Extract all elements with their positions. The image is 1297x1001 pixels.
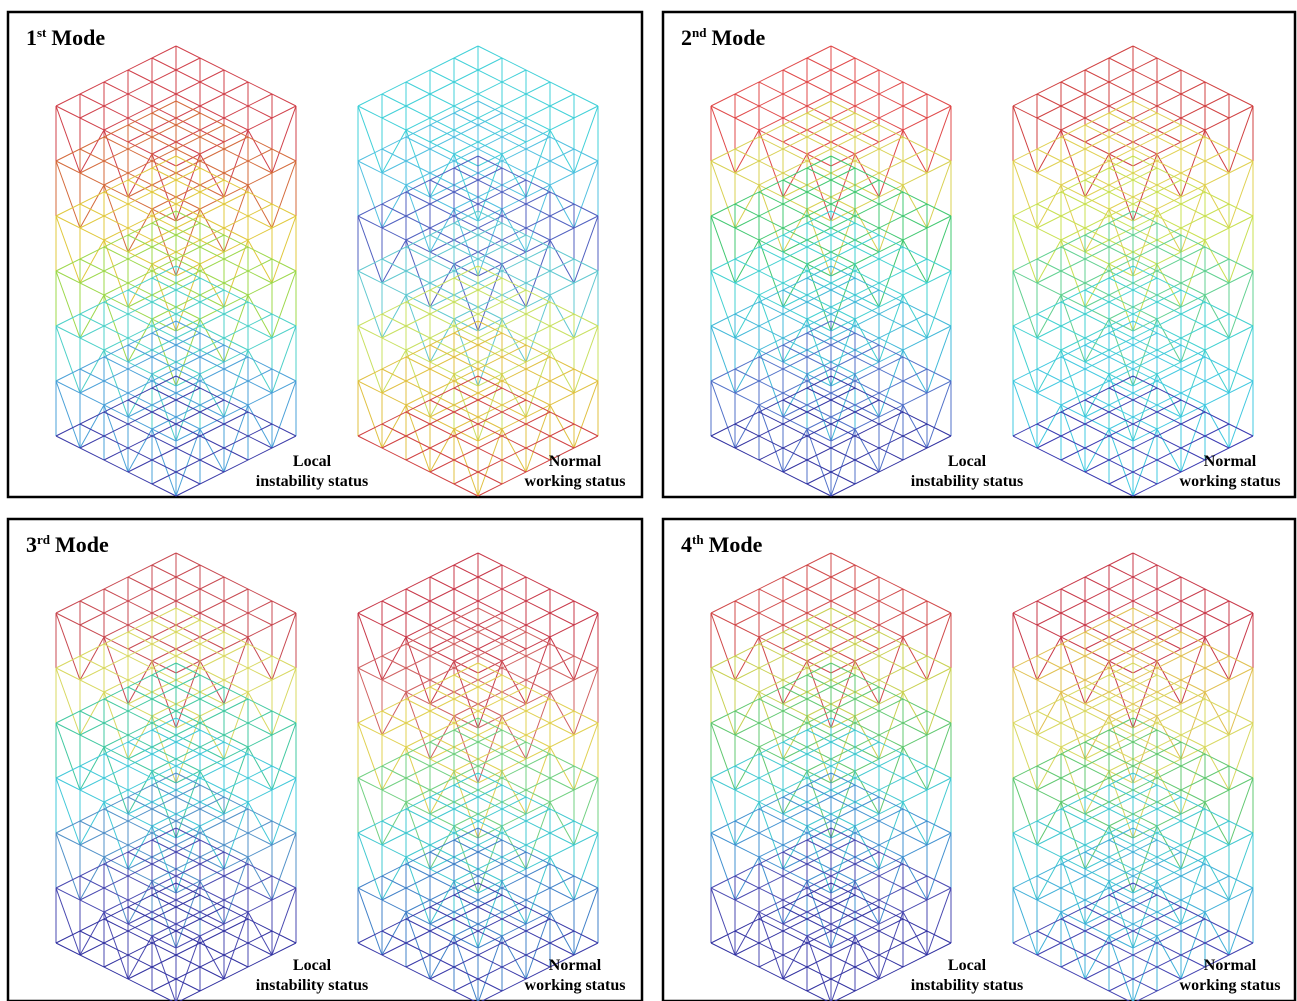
background: [0, 0, 1297, 1001]
title-suffix: nd: [692, 25, 707, 40]
status-label: working status: [525, 977, 626, 994]
status-label: Local: [948, 957, 987, 974]
status-label: Local: [293, 453, 332, 470]
title-word: Mode: [709, 532, 763, 557]
title-number: 3: [26, 532, 37, 557]
title-word: Mode: [711, 25, 765, 50]
title-word: Mode: [51, 25, 105, 50]
status-label: working status: [525, 473, 626, 490]
status-label: Normal: [549, 957, 602, 974]
status-label: Normal: [1204, 453, 1257, 470]
status-label: instability status: [256, 977, 368, 994]
figure: 1st Mode Local instability status Normal work…: [0, 0, 1297, 1001]
title-number: 4: [681, 532, 692, 557]
status-label: instability status: [256, 473, 368, 490]
title-suffix: st: [37, 25, 47, 40]
title-number: 2: [681, 25, 692, 50]
status-label: working status: [1180, 977, 1281, 994]
status-label: Local: [293, 957, 332, 974]
status-label: Normal: [549, 453, 602, 470]
title-suffix: rd: [37, 532, 51, 547]
status-label: instability status: [911, 473, 1023, 490]
status-label: instability status: [911, 977, 1023, 994]
status-label: Local: [948, 453, 987, 470]
title-suffix: th: [692, 532, 704, 547]
status-label: Normal: [1204, 957, 1257, 974]
status-label: working status: [1180, 473, 1281, 490]
title-word: Mode: [55, 532, 109, 557]
title-number: 1: [26, 25, 37, 50]
